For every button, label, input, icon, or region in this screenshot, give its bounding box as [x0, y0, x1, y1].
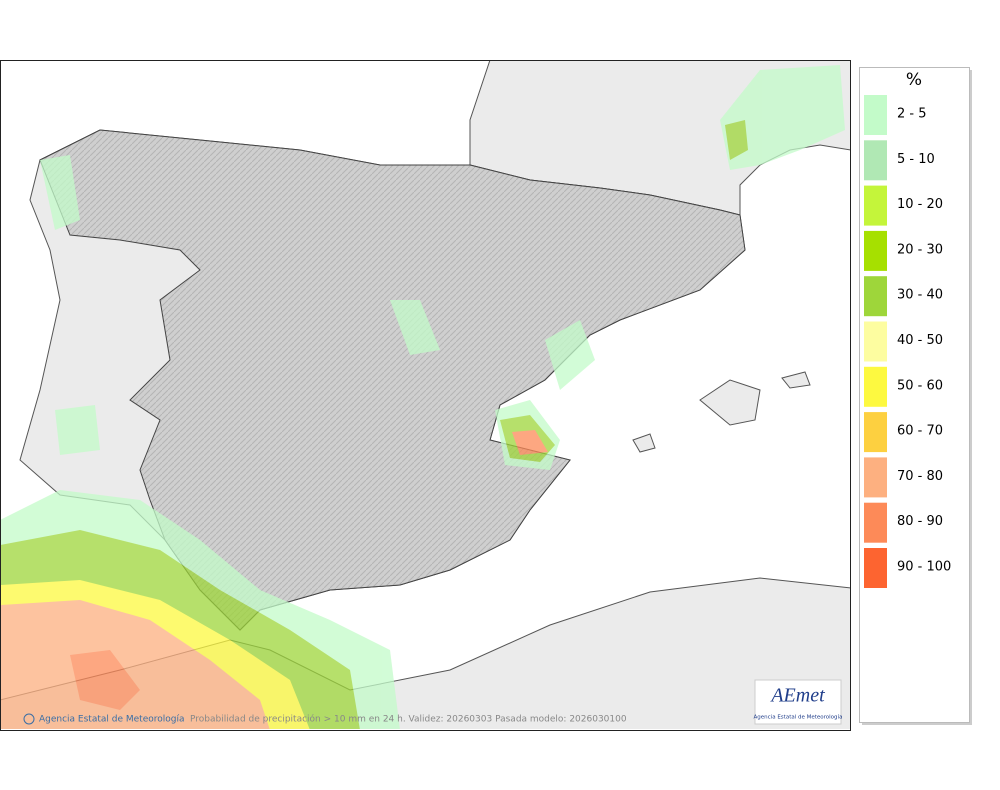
- legend-label: 80 - 90: [897, 514, 943, 529]
- legend-label: 10 - 20: [897, 197, 943, 212]
- legend-swatch: [864, 412, 887, 453]
- menorca: [781, 371, 811, 389]
- ibiza: [632, 433, 656, 453]
- legend-swatch: [864, 185, 887, 226]
- legend-swatch: [864, 457, 887, 498]
- logo-subtitle: Agencia Estatal de Meteorología: [754, 714, 843, 721]
- legend-label: 20 - 30: [897, 242, 943, 257]
- legend: 2 - 5 5 - 10 10 - 20 20 - 30 30 - 40 40 - 50 5…: [864, 95, 951, 588]
- spain: [39, 129, 746, 631]
- logo-box: [754, 679, 842, 725]
- legend-label: 2 - 5: [897, 107, 927, 122]
- map-frame: [0, 60, 851, 731]
- precipitation: [1, 65, 845, 729]
- credit: Agencia Estatal de Meteorología: [39, 715, 185, 725]
- map-area: [1, 61, 850, 729]
- legend-label: 5 - 10: [897, 152, 935, 167]
- logo-name: AEmet: [769, 685, 825, 707]
- legend-swatch: [864, 548, 887, 588]
- legend-label: 60 - 70: [897, 424, 943, 439]
- legend-label: 90 - 100: [897, 560, 951, 575]
- legend-label: 40 - 50: [897, 333, 943, 348]
- mallorca: [699, 379, 761, 426]
- legend-label: 30 - 40: [897, 288, 943, 303]
- caption: Probabilidad de precipitación > 10 mm en…: [190, 714, 627, 725]
- legend-swatch: [864, 502, 887, 543]
- legend-swatch: [864, 95, 887, 135]
- legend-swatch: [864, 140, 887, 181]
- legend-swatch: [864, 321, 887, 362]
- legend-label: 50 - 60: [897, 378, 943, 393]
- copyright-icon: [23, 713, 35, 725]
- legend-label: 70 - 80: [897, 469, 943, 484]
- legend-swatch: [864, 230, 887, 271]
- legend-title: %: [906, 70, 922, 90]
- legend-swatch: [864, 276, 887, 317]
- legend-swatch: [864, 366, 887, 407]
